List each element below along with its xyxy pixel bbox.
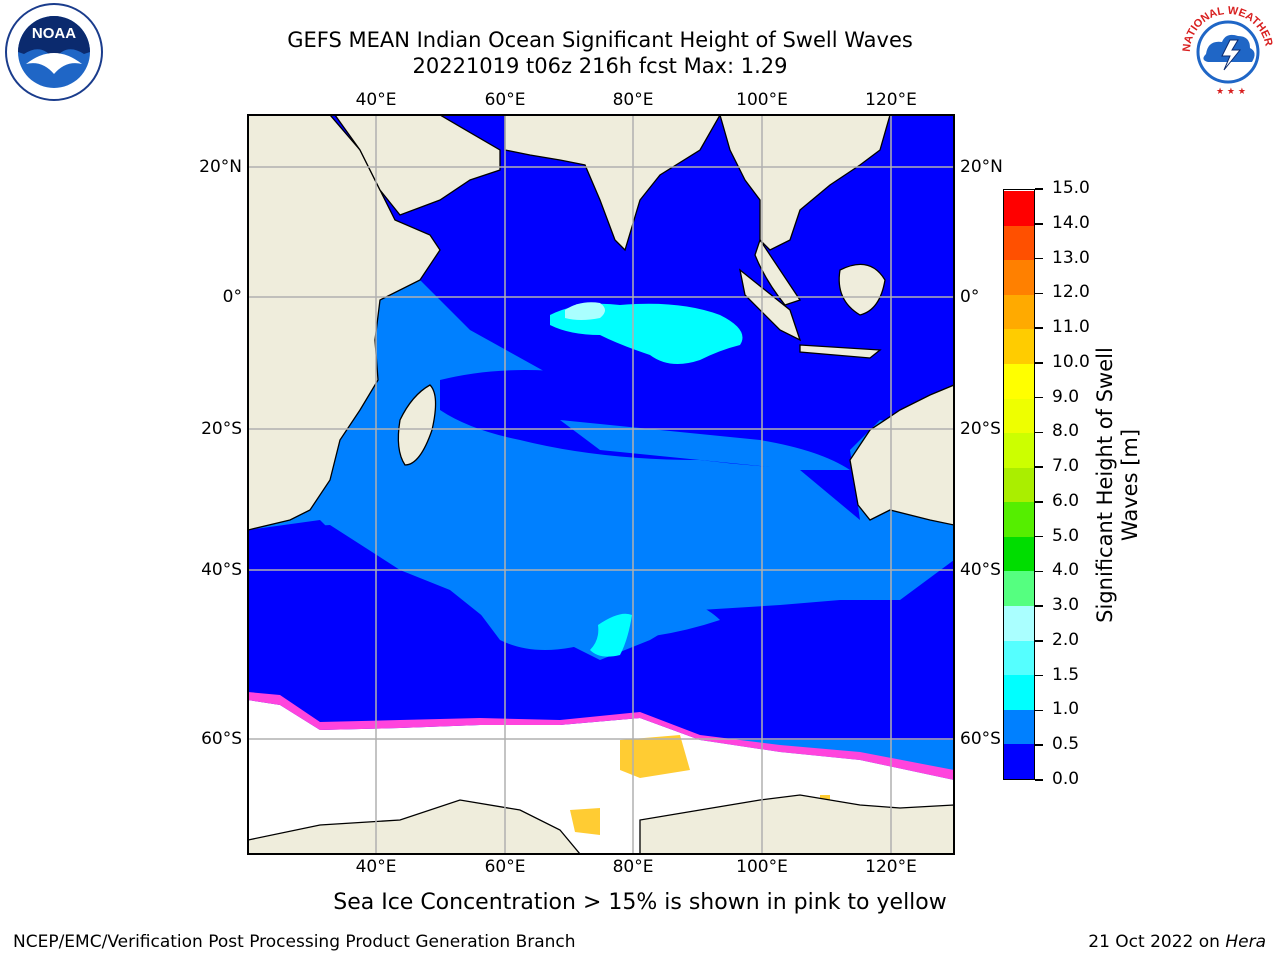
lon-label-bottom: 80°E xyxy=(612,857,654,877)
colorbar-segment xyxy=(1004,328,1034,364)
colorbar-segment xyxy=(1004,674,1034,710)
lat-label-right: 0° xyxy=(960,287,980,307)
colorbar-tick-mark xyxy=(1035,709,1043,712)
colorbar-tick-mark xyxy=(1035,640,1043,642)
colorbar-tick-mark xyxy=(1035,396,1043,399)
colorbar-tick-label: 1.5 xyxy=(1052,664,1080,685)
colorbar-tick-label: 5.0 xyxy=(1052,525,1080,546)
lon-label-bottom: 120°E xyxy=(865,857,917,877)
nws-logo: NATIONAL WEATHER SERVICE ★ ★ ★ xyxy=(1174,0,1278,102)
colorbar-tick-mark xyxy=(1035,744,1043,746)
colorbar-segment xyxy=(1004,259,1034,295)
colorbar-tick-label: 3.0 xyxy=(1052,595,1080,616)
lat-label-right: 60°S xyxy=(960,729,1001,749)
colorbar-segment xyxy=(1004,743,1034,779)
colorbar-segment xyxy=(1004,467,1034,503)
lon-label-top: 80°E xyxy=(612,90,654,110)
colorbar-tick-mark xyxy=(1035,431,1043,434)
colorbar-segment xyxy=(1004,709,1034,745)
lon-label-bottom: 60°E xyxy=(484,857,526,877)
colorbar-tick-mark xyxy=(1035,501,1043,503)
colorbar-tick-label: 15.0 xyxy=(1052,178,1090,198)
colorbar-tick-label: 10.0 xyxy=(1052,351,1090,372)
colorbar-tick-label: 14.0 xyxy=(1052,212,1090,233)
lon-label-top: 60°E xyxy=(484,90,526,110)
colorbar-tick-label: 13.0 xyxy=(1052,247,1090,268)
colorbar-tick-label: 1.0 xyxy=(1052,699,1080,720)
colorbar xyxy=(1003,189,1035,780)
colorbar-label: Significant Height of Swell Waves [m] xyxy=(1093,347,1142,623)
colorbar-tick-mark xyxy=(1035,223,1043,225)
colorbar-segment xyxy=(1004,294,1034,330)
svg-text:★ ★ ★: ★ ★ ★ xyxy=(1216,87,1246,97)
lat-label-left: 40°S xyxy=(201,560,242,580)
colorbar-tick-label: 4.0 xyxy=(1052,560,1080,581)
colorbar-tick-label: 9.0 xyxy=(1052,386,1080,407)
lat-label-right: 20°N xyxy=(960,157,1003,177)
colorbar-segment xyxy=(1004,432,1034,468)
colorbar-segment xyxy=(1004,225,1034,261)
colorbar-tick-mark xyxy=(1035,466,1043,468)
colorbar-tick-label: 7.0 xyxy=(1052,456,1080,477)
footer-host: Hera xyxy=(1225,932,1266,952)
colorbar-tick-label: 12.0 xyxy=(1052,282,1090,303)
footer-credit: NCEP/EMC/Verification Post Processing Pr… xyxy=(13,932,576,952)
lon-label-bottom: 40°E xyxy=(355,857,397,877)
colorbar-tick-mark xyxy=(1035,570,1043,573)
colorbar-tick-label: 11.0 xyxy=(1052,317,1090,338)
noaa-logo: NOAA xyxy=(4,2,104,102)
colorbar-tick-label: 8.0 xyxy=(1052,421,1080,442)
colorbar-segment xyxy=(1004,363,1034,399)
lat-label-left: 20°S xyxy=(201,419,242,439)
colorbar-tick-mark xyxy=(1035,327,1043,329)
colorbar-segment xyxy=(1004,501,1034,537)
lat-label-right: 40°S xyxy=(960,560,1001,580)
colorbar-tick-mark xyxy=(1035,674,1043,677)
colorbar-segment xyxy=(1004,570,1034,607)
chart-title: GEFS MEAN Indian Ocean Significant Heigh… xyxy=(287,28,913,52)
lon-label-top: 100°E xyxy=(736,90,788,110)
chart-subtitle: 20221019 t06z 216h fcst Max: 1.29 xyxy=(412,54,788,78)
colorbar-tick-mark xyxy=(1035,188,1043,190)
footer-date: 21 Oct 2022 on Hera xyxy=(1088,932,1266,952)
colorbar-segment xyxy=(1004,536,1034,572)
sea-ice-caption: Sea Ice Concentration > 15% is shown in … xyxy=(333,890,947,915)
colorbar-segment xyxy=(1004,640,1034,676)
colorbar-tick-mark xyxy=(1035,535,1043,538)
lat-label-left: 0° xyxy=(222,287,242,307)
colorbar-tick-mark xyxy=(1035,292,1043,295)
colorbar-segment xyxy=(1004,190,1034,226)
colorbar-tick-label: 0.5 xyxy=(1052,734,1080,755)
colorbar-tick-mark xyxy=(1035,779,1043,781)
lon-label-top: 120°E xyxy=(865,90,917,110)
high-swell-patch xyxy=(550,303,743,364)
mid-swell-patch xyxy=(470,590,720,650)
lon-label-bottom: 100°E xyxy=(736,857,788,877)
colorbar-tick-mark xyxy=(1035,605,1043,607)
colorbar-tick-label: 6.0 xyxy=(1052,490,1080,511)
colorbar-tick-label: 0.0 xyxy=(1052,769,1080,789)
colorbar-tick-mark xyxy=(1035,362,1043,364)
graticule xyxy=(248,115,954,854)
footer-date-text: 21 Oct 2022 on xyxy=(1088,932,1226,952)
colorbar-tick-mark xyxy=(1035,257,1043,260)
colorbar-segment xyxy=(1004,605,1034,641)
svg-text:NOAA: NOAA xyxy=(32,25,76,42)
lat-label-left: 20°N xyxy=(199,157,242,177)
colorbar-segment xyxy=(1004,398,1034,434)
colorbar-tick-label: 2.0 xyxy=(1052,629,1080,650)
lon-label-top: 40°E xyxy=(355,90,397,110)
lat-label-left: 60°S xyxy=(201,729,242,749)
lat-label-right: 20°S xyxy=(960,419,1001,439)
